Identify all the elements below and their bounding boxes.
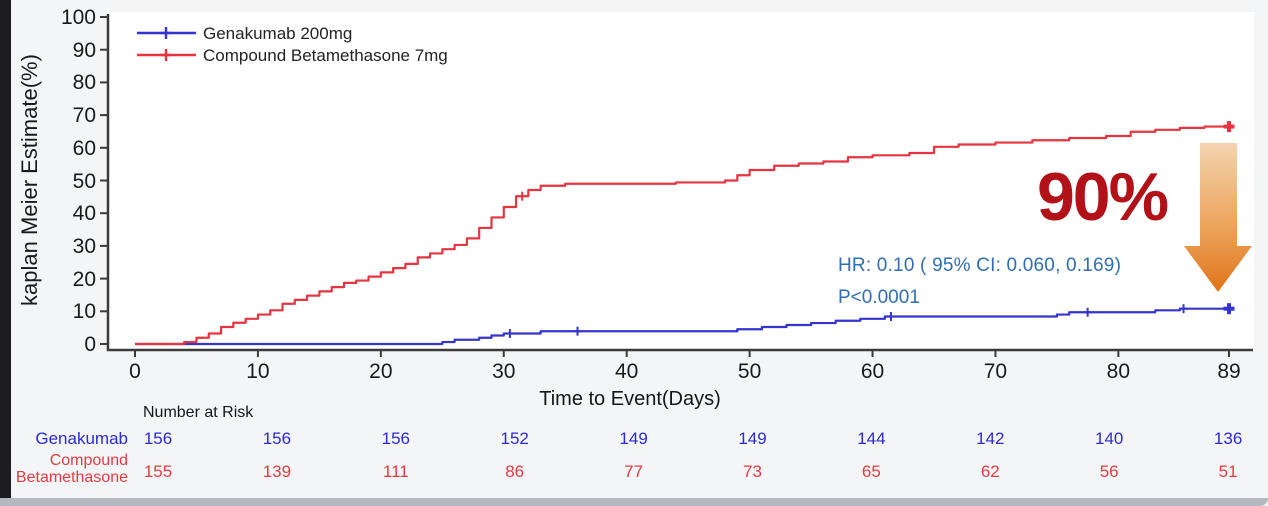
risk-value: 144 <box>857 429 886 448</box>
risk-value: 155 <box>143 462 173 481</box>
plot-background <box>108 12 1254 350</box>
series-genakumab-200mg <box>135 303 1235 346</box>
y-tick-label: 90 <box>72 38 96 62</box>
risk-value: 56 <box>1099 462 1119 481</box>
down-arrow-icon <box>1184 143 1252 292</box>
x-tick-label: 70 <box>983 360 1008 383</box>
risk-value: 86 <box>505 462 525 481</box>
risk-row-label-genakumab: Genakumab <box>35 429 128 448</box>
risk-value: 149 <box>619 429 648 448</box>
x-tick-label: 30 <box>492 360 516 383</box>
x-tick-label: 50 <box>737 360 762 383</box>
risk-value: 149 <box>738 429 767 448</box>
risk-value: 77 <box>624 462 644 481</box>
risk-value: 152 <box>500 429 529 448</box>
x-tick-label: 20 <box>369 360 393 383</box>
p-value-text: P<0.0001 <box>838 287 920 308</box>
big-percent-callout: 90% <box>1036 159 1169 235</box>
left-frame-edge <box>0 0 11 506</box>
axes <box>100 14 1253 357</box>
risk-value: 62 <box>980 462 1000 481</box>
y-tick-label: 0 <box>84 333 96 356</box>
risk-value: 73 <box>743 462 762 481</box>
x-tick-label: 89 <box>1217 360 1241 383</box>
y-tick-label: 40 <box>72 202 96 226</box>
y-tick-label: 70 <box>72 104 96 128</box>
risk-value: 139 <box>262 462 292 481</box>
risk-label-line: Betamethasone <box>15 469 128 486</box>
risk-row-label-betamethasone: Compound Betamethasone <box>12 452 128 486</box>
risk-value: 111 <box>382 462 409 481</box>
y-tick-label: 80 <box>72 71 96 95</box>
risk-value: 156 <box>381 429 410 448</box>
x-tick-label: 0 <box>129 360 141 383</box>
y-tick-label: 60 <box>72 136 96 160</box>
legend-label-betamethasone: Compound Betamethasone 7mg <box>203 46 448 65</box>
y-tick-label: 100 <box>60 6 96 29</box>
risk-value: 136 <box>1213 429 1243 448</box>
y-tick-label: 20 <box>72 267 96 291</box>
x-tick-label: 60 <box>860 360 885 383</box>
survival-curves <box>135 121 1235 346</box>
x-tick-label: 10 <box>246 360 270 383</box>
risk-table-header: Number at Risk <box>143 404 254 421</box>
risk-label-line: Compound <box>49 452 128 469</box>
series-compound-betamethasone-7mg <box>135 121 1235 346</box>
hazard-ratio-text: HR: 0.10 ( 95% CI: 0.060, 0.169) <box>838 255 1122 276</box>
risk-value: 142 <box>976 429 1005 448</box>
risk-value: 65 <box>861 462 881 481</box>
risk-value: 156 <box>262 429 292 448</box>
x-tick-label: 80 <box>1106 360 1131 383</box>
risk-value: 140 <box>1095 429 1124 448</box>
y-tick-label: 30 <box>72 234 96 258</box>
x-axis-title: Time to Event(Days) <box>539 388 721 410</box>
progress-bar <box>0 498 1268 506</box>
y-tick-label: 10 <box>72 300 96 324</box>
risk-value: 51 <box>1218 462 1238 481</box>
legend-label-genakumab: Genakumab 200mg <box>203 24 353 43</box>
risk-value: 156 <box>143 429 173 448</box>
x-tick-label: 40 <box>614 360 639 383</box>
legend-line-glyphs <box>137 27 196 61</box>
y-tick-label: 50 <box>72 169 96 193</box>
